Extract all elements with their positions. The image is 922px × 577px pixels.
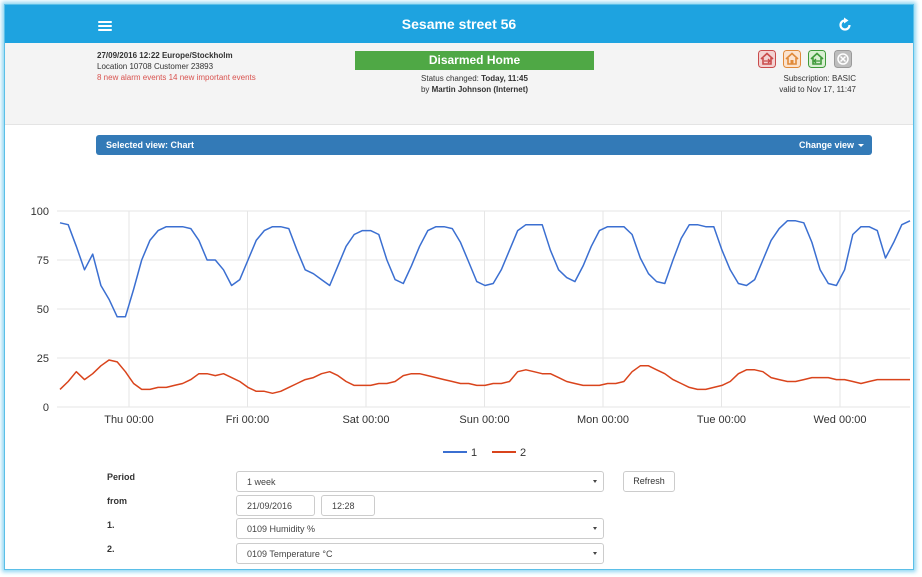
disarm-home-icon[interactable] bbox=[808, 50, 826, 68]
y-tick-label: 0 bbox=[43, 402, 49, 414]
change-view-button[interactable]: Change view bbox=[799, 140, 864, 150]
hamburger-menu-icon[interactable] bbox=[98, 21, 112, 31]
period-value: 1 week bbox=[247, 477, 276, 487]
cancel-alarm-icon[interactable] bbox=[834, 50, 852, 68]
x-tick-label: Tue 00:00 bbox=[697, 414, 746, 426]
y-tick-label: 100 bbox=[31, 206, 49, 218]
site-info: 27/09/2016 12:22 Europe/Stockholm Locati… bbox=[97, 50, 256, 83]
app-window: Sesame street 56 27/09/2016 12:22 Europe… bbox=[4, 4, 914, 570]
subscription-info: Subscription: BASIC valid to Nov 17, 11:… bbox=[779, 73, 856, 95]
selected-view-label: Selected view: Chart bbox=[106, 140, 195, 150]
arm-away-icon[interactable] bbox=[758, 50, 776, 68]
change-view-label: Change view bbox=[798, 140, 854, 150]
arming-mode-buttons bbox=[758, 50, 854, 68]
top-bar: Sesame street 56 bbox=[5, 5, 913, 43]
view-selector-bar: Selected view: Chart Change view bbox=[96, 135, 872, 155]
arm-home-icon[interactable] bbox=[783, 50, 801, 68]
x-tick-label: Thu 00:00 bbox=[104, 414, 154, 426]
status-change-info: Status changed: Today, 11:45 by Martin J… bbox=[355, 73, 594, 95]
series-1-label: 1. bbox=[107, 520, 115, 530]
status-changed-time: Today, 11:45 bbox=[481, 74, 528, 83]
legend-label-1: 1 bbox=[471, 447, 477, 459]
status-changed-label: Status changed: bbox=[421, 74, 482, 83]
y-tick-label: 75 bbox=[37, 255, 49, 267]
series-2-label: 2. bbox=[107, 544, 115, 554]
series-1-select[interactable]: 0109 Humidity % bbox=[236, 518, 604, 539]
legend-label-2: 2 bbox=[520, 447, 526, 459]
location-customer: Location 10708 Customer 23893 bbox=[97, 62, 214, 71]
refresh-icon[interactable] bbox=[837, 17, 853, 33]
status-by-label: by bbox=[420, 85, 432, 94]
period-label: Period bbox=[107, 472, 136, 482]
site-title: Sesame street 56 bbox=[401, 16, 517, 32]
arming-status-badge: Disarmed Home bbox=[355, 51, 594, 70]
from-label: from bbox=[107, 496, 127, 506]
sensor-chart: 0 25 50 75 100 Thu 00:00 Fri 00:00 Sat 00:00 Sun… bbox=[31, 206, 911, 459]
chevron-down-icon bbox=[593, 480, 597, 483]
status-changed-by: Martin Johnson (Internet) bbox=[431, 85, 529, 94]
caret-down-icon bbox=[858, 144, 864, 148]
subscription-plan: Subscription: BASIC bbox=[783, 74, 856, 83]
y-tick-label: 25 bbox=[37, 353, 49, 365]
subscription-valid: valid to Nov 17, 11:47 bbox=[779, 85, 856, 94]
from-time-input[interactable]: 12:28 bbox=[321, 495, 375, 516]
series-2-value: 0109 Temperature °C bbox=[247, 549, 333, 559]
series-1-value: 0109 Humidity % bbox=[247, 524, 316, 534]
x-tick-label: Sun 00:00 bbox=[459, 414, 509, 426]
refresh-button[interactable]: Refresh bbox=[623, 471, 675, 492]
period-select[interactable]: 1 week bbox=[236, 471, 604, 492]
chevron-down-icon bbox=[593, 552, 597, 555]
alarm-events-link[interactable]: 8 new alarm events 14 new important even… bbox=[97, 73, 256, 82]
x-tick-label: Wed 00:00 bbox=[813, 414, 866, 426]
series-2-line bbox=[59, 359, 910, 395]
status-panel: 27/09/2016 12:22 Europe/Stockholm Locati… bbox=[5, 43, 913, 155]
from-date-input[interactable]: 21/09/2016 bbox=[236, 495, 315, 516]
x-tick-label: Mon 00:00 bbox=[577, 414, 629, 426]
chevron-down-icon bbox=[593, 527, 597, 530]
y-tick-label: 50 bbox=[37, 304, 49, 316]
x-tick-label: Sat 00:00 bbox=[342, 414, 389, 426]
current-datetime: 27/09/2016 12:22 Europe/Stockholm bbox=[97, 51, 233, 60]
x-tick-label: Fri 00:00 bbox=[226, 414, 269, 426]
series-2-select[interactable]: 0109 Temperature °C bbox=[236, 543, 604, 564]
series-1-line bbox=[59, 220, 911, 318]
